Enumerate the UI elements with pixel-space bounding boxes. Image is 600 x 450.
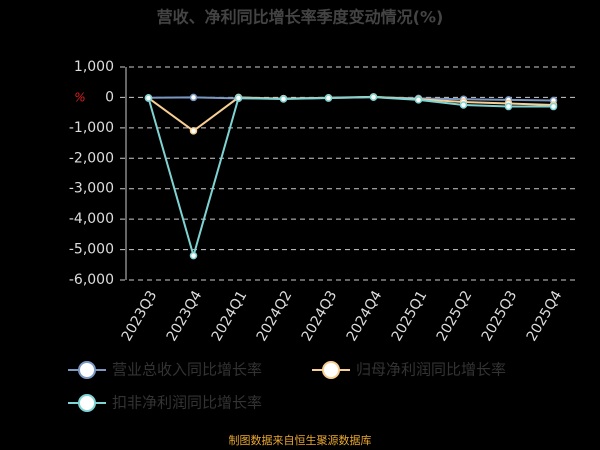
x-tick-label: 2024Q2 <box>254 288 296 344</box>
data-point <box>144 94 153 102</box>
y-tick-label: 0 <box>105 89 114 105</box>
legend-label: 归母净利润同比增长率 <box>356 361 506 379</box>
y-unit: % <box>74 91 85 105</box>
data-point <box>549 102 558 111</box>
x-tick-label: 2025Q1 <box>389 288 431 344</box>
data-point <box>279 95 288 103</box>
data-point <box>189 93 198 102</box>
y-tick-label: -4,000 <box>69 211 114 227</box>
x-tick-label: 2024Q3 <box>299 288 341 344</box>
data-point <box>459 101 468 109</box>
data-point <box>369 93 378 101</box>
y-tick-label: -3,000 <box>69 181 114 197</box>
data-point <box>324 94 333 102</box>
x-tick-label: 2025Q2 <box>434 288 476 344</box>
y-tick-label: -2,000 <box>69 150 114 166</box>
y-tick-label: 1,000 <box>74 59 114 75</box>
x-tick-label: 2023Q4 <box>164 288 206 344</box>
source-note: 制图数据来自恒生聚源数据库 <box>229 433 372 447</box>
data-point <box>504 102 513 111</box>
legend-label: 营业总收入同比增长率 <box>112 361 262 379</box>
legend-marker <box>322 361 340 379</box>
legend-marker <box>78 361 96 379</box>
x-tick-label: 2023Q3 <box>119 288 161 344</box>
y-tick-label: -1,000 <box>69 120 114 136</box>
data-point <box>414 96 423 104</box>
data-point <box>234 94 243 102</box>
chart-title: 营收、净利同比增长率季度变动情况(%) <box>157 8 444 27</box>
series-line <box>147 95 554 133</box>
data-point <box>189 251 198 260</box>
x-tick-label: 2025Q4 <box>524 288 566 344</box>
series-line <box>147 96 554 260</box>
legend-label: 扣非净利润同比增长率 <box>112 394 262 412</box>
x-tick-label: 2025Q3 <box>479 288 521 344</box>
data-point <box>189 127 198 135</box>
y-tick-label: -5,000 <box>69 242 114 258</box>
x-tick-label: 2024Q1 <box>209 288 251 344</box>
x-tick-label: 2024Q4 <box>344 288 386 344</box>
legend-marker <box>78 394 96 412</box>
y-tick-label: -6,000 <box>69 272 114 288</box>
